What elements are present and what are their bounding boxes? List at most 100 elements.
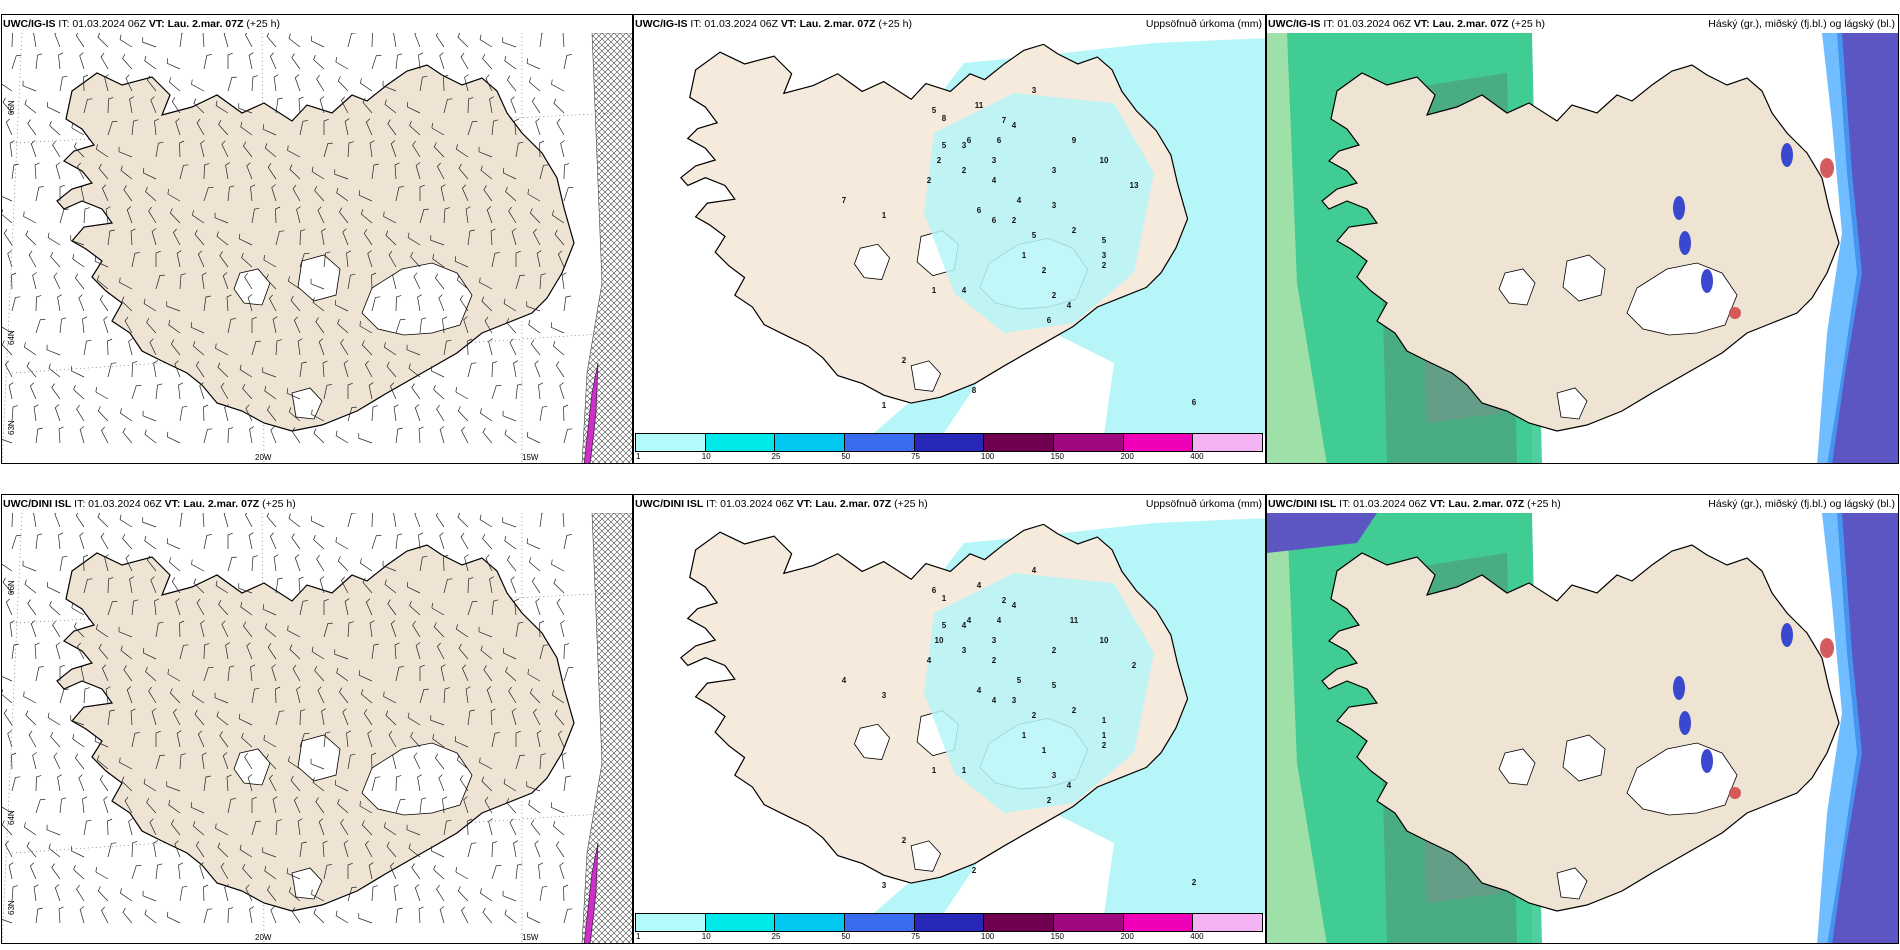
iceland-map (56, 64, 575, 432)
wind-barb (32, 752, 37, 770)
wind-barb (415, 642, 421, 660)
wind-barb (128, 818, 133, 836)
wind-barb (251, 75, 258, 92)
wind-barb (505, 666, 517, 682)
hatched-region (581, 33, 632, 463)
wind-barb (504, 55, 517, 70)
wind-barb (337, 798, 349, 814)
wind-barb (482, 427, 493, 444)
wind-barb (435, 33, 445, 48)
precip-value: 2 (902, 836, 907, 845)
wind-barb (467, 229, 475, 246)
wind-barb (203, 295, 211, 312)
wind-barb (342, 708, 349, 726)
wind-barb (267, 163, 277, 180)
wind-barb (144, 429, 157, 444)
wind-barb (431, 845, 445, 858)
precip-value: 4 (1012, 601, 1017, 610)
wind-barb (395, 533, 403, 550)
wind-barb (539, 620, 545, 638)
precip-value: 4 (927, 656, 932, 665)
wind-barb (179, 644, 189, 660)
precip-value: 4 (992, 176, 997, 185)
wind-barb (11, 535, 22, 550)
precip-value: 10 (935, 636, 944, 645)
wind-barb (515, 274, 525, 290)
wind-barb (262, 367, 277, 378)
wind-barb (480, 408, 493, 422)
wind-barb (311, 409, 325, 422)
wind-barb (9, 140, 15, 158)
wind-barb (119, 277, 133, 290)
wind-barb (311, 35, 325, 48)
convective-cell (1729, 787, 1741, 799)
wind-barb (557, 250, 565, 268)
precip-value: 5 (1102, 236, 1107, 245)
precip-value: 2 (1192, 878, 1197, 887)
wind-barb (227, 665, 235, 682)
wind-barb (124, 796, 133, 814)
wind-barb (503, 647, 517, 660)
low-cloud-edge (1817, 513, 1862, 943)
wind-barb (100, 52, 109, 70)
colorbar-segment (984, 434, 1055, 451)
wind-barb (296, 686, 301, 704)
glacier-outline (297, 734, 341, 782)
wind-barb (539, 513, 544, 528)
wind-barb (406, 344, 421, 356)
wind-barb (506, 317, 517, 334)
wind-barb (202, 513, 205, 528)
colorbar-segment (636, 434, 706, 451)
wind-barb (242, 621, 253, 638)
precip-value: 2 (1012, 216, 1017, 225)
latitude-line (11, 812, 615, 854)
wind-barb (79, 532, 85, 550)
wind-barb (539, 644, 549, 660)
glacier-outline (1498, 268, 1536, 306)
wind-barb (2, 918, 13, 924)
wind-barb (118, 146, 133, 158)
colorbar-label: 200 (1120, 452, 1134, 461)
iceland-map (56, 544, 575, 912)
wind-barb (336, 667, 349, 682)
wind-barb (387, 599, 397, 616)
colorbar-label: 100 (980, 932, 995, 941)
wind-barb (539, 140, 545, 158)
wind-barb (508, 686, 517, 704)
wind-barb (484, 796, 493, 814)
wind-barb (99, 295, 109, 312)
wind-barb (142, 890, 157, 902)
panel-header: UWC/IG-IS IT: 01.03.2024 06Z VT: Lau. 2.… (3, 18, 280, 30)
wind-barb (270, 426, 277, 444)
wind-barb (563, 667, 574, 682)
wind-barb (340, 576, 349, 594)
wind-barb (179, 753, 186, 770)
wind-barb (395, 295, 402, 312)
precip-value: 2 (1047, 796, 1052, 805)
wind-barb (510, 96, 517, 114)
colorbar-segment (845, 434, 915, 451)
wind-barb (190, 322, 205, 334)
wind-barb (26, 841, 37, 858)
wind-barb (297, 338, 303, 356)
wind-barb (251, 820, 261, 836)
wind-barb (358, 913, 373, 924)
wind-barb (412, 620, 421, 638)
wind-barb (251, 207, 260, 224)
wind-barb (83, 98, 93, 114)
wind-barb (503, 778, 517, 792)
wind-barb (433, 142, 445, 158)
wind-barb (344, 118, 350, 136)
wind-barb (58, 532, 64, 550)
wind-barb (479, 514, 493, 528)
wind-barb (174, 360, 181, 378)
wind-barb (148, 686, 157, 704)
precip-value: 4 (1012, 121, 1017, 130)
wind-barb (436, 642, 445, 660)
wind-barb (417, 774, 422, 792)
wind-barb (371, 33, 374, 48)
wind-barb (47, 101, 61, 114)
wind-barb (515, 730, 521, 747)
colorbar-labels: 1 10 25 50 75 100 150 200 400 (635, 452, 1263, 463)
wind-barb (413, 752, 421, 770)
